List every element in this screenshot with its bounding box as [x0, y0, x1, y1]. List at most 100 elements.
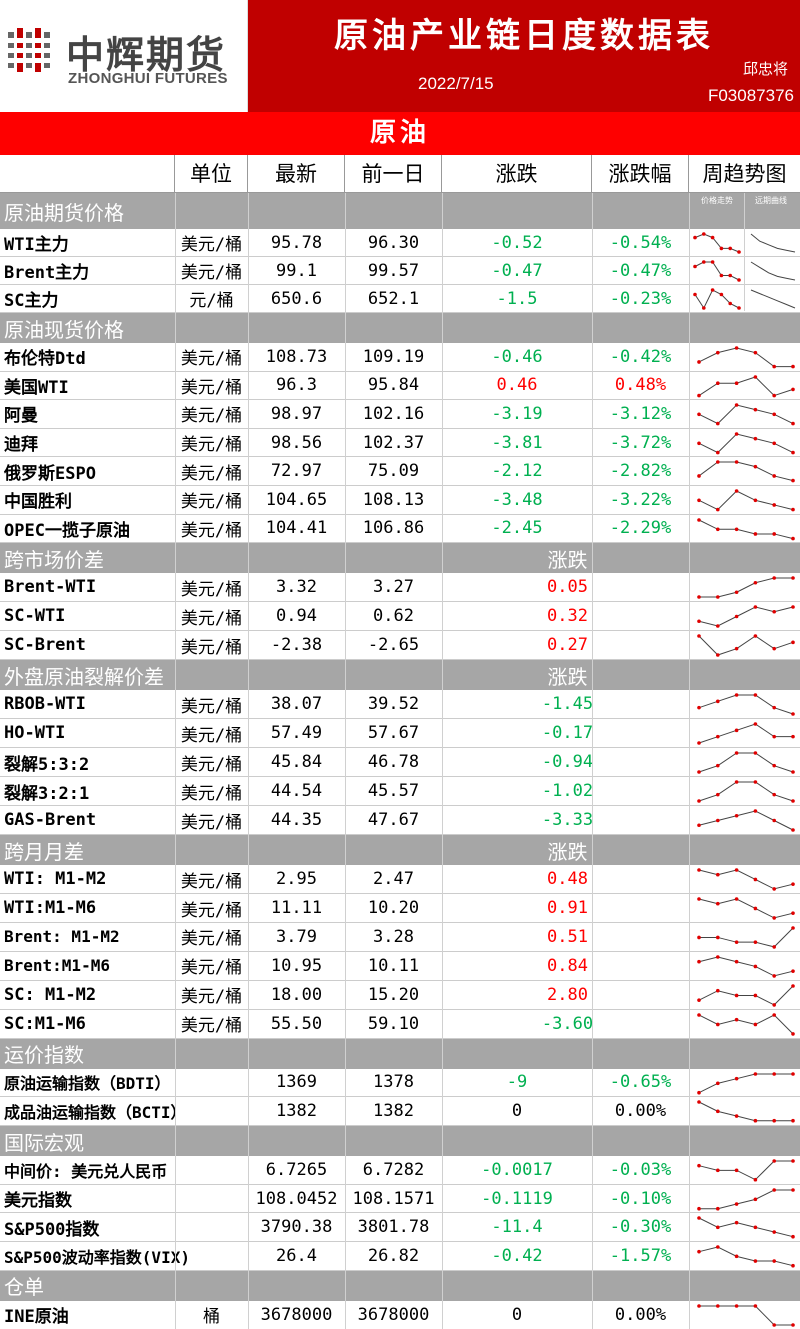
trend-point	[753, 374, 758, 379]
row-latest: 104.65	[265, 489, 328, 510]
row-unit: 美元/桶	[180, 263, 243, 283]
column-divider	[592, 193, 593, 1329]
trend-point	[753, 1197, 758, 1201]
row-name: S&P500指数	[4, 1219, 100, 1240]
trend-line	[698, 606, 794, 627]
column-divider	[175, 193, 176, 1329]
trend-line	[698, 1217, 794, 1238]
trend-point	[734, 460, 739, 465]
trend-point	[697, 1090, 701, 1095]
row-prev: 6.7282	[362, 1159, 425, 1180]
trend-line	[750, 261, 796, 281]
row-pct: -0.23%	[609, 288, 672, 309]
trend-point	[697, 897, 701, 901]
trend-line	[698, 635, 794, 656]
trend-point	[716, 764, 720, 768]
weekly-trend-chart	[697, 1100, 795, 1123]
section-header: 国际宏观	[0, 1126, 800, 1156]
row-prev: 47.67	[367, 810, 420, 831]
trend-point	[716, 988, 720, 993]
row-prev: 102.16	[362, 403, 425, 424]
section-title: 原油	[0, 112, 800, 155]
weekly-trend-chart	[697, 693, 795, 716]
trend-point	[697, 1206, 701, 1211]
weekly-trend-chart	[697, 1159, 795, 1182]
trend-point	[753, 634, 758, 638]
trend-point	[772, 441, 776, 445]
trend-point	[734, 940, 739, 944]
trend-point	[697, 412, 701, 417]
row-prev: 0.62	[373, 606, 414, 627]
trend-point	[734, 380, 739, 385]
row-latest: 6.7265	[265, 1159, 328, 1180]
row-prev: 10.11	[367, 955, 420, 976]
far-curve-chart	[750, 289, 796, 309]
trend-point	[716, 380, 720, 385]
section-header: 原油期货价格 价格走势 远期曲线	[0, 193, 800, 229]
table-row: 阿曼 美元/桶 98.97 102.16 -3.19 -3.12%	[0, 400, 800, 429]
trend-point	[734, 868, 739, 872]
row-latest: 650.6	[270, 288, 323, 309]
trend-point	[753, 1177, 758, 1182]
row-latest: 2.95	[276, 869, 317, 890]
section-label: 仓单	[4, 1275, 44, 1300]
table-row: 迪拜 美元/桶 98.56 102.37 -3.81 -3.72%	[0, 429, 800, 458]
table-row: SC-WTI 美元/桶 0.94 0.62 0.32	[0, 602, 800, 632]
weekly-trend-chart	[693, 288, 741, 310]
column-latest: 最新	[248, 155, 345, 193]
row-prev: 39.52	[367, 694, 420, 715]
trend-point	[716, 1168, 720, 1173]
row-latest: 55.50	[270, 1013, 323, 1034]
trend-point	[734, 1168, 739, 1173]
trend-point	[710, 288, 715, 292]
weekly-trend-chart	[697, 809, 795, 832]
table-row: 中间价: 美元兑人民币 6.7265 6.7282 -0.0017 -0.03%	[0, 1156, 800, 1185]
row-latest: 96.3	[276, 375, 317, 396]
trend-point	[753, 408, 758, 412]
row-name: 成品油运输指数（BCTI）	[4, 1103, 187, 1123]
trend-point	[734, 590, 739, 595]
trend-point	[753, 940, 758, 944]
trend-point	[753, 693, 758, 697]
row-change: -2.12	[491, 461, 543, 482]
trend-point	[716, 460, 720, 465]
section-header: 运价指数	[0, 1038, 800, 1069]
row-change: 0.51	[547, 926, 588, 947]
section-change-header: 涨跌	[547, 547, 588, 572]
trend-point	[791, 605, 795, 609]
row-prev: 108.13	[362, 489, 425, 510]
trend-point	[716, 873, 720, 877]
weekly-trend-chart	[697, 517, 795, 540]
trend-point	[772, 945, 776, 949]
trend-point	[772, 412, 776, 417]
trend-point	[716, 1225, 720, 1230]
row-unit: 美元/桶	[180, 377, 243, 398]
row-latest: 98.56	[270, 432, 323, 453]
row-prev: 3.27	[373, 577, 414, 598]
section-label: 跨月月差	[4, 839, 84, 864]
trend-line	[698, 1160, 793, 1181]
row-unit: 美元/桶	[180, 520, 243, 541]
trend-line	[698, 1014, 794, 1034]
trend-point	[734, 1254, 739, 1259]
row-name: 裂解3:2:1	[4, 783, 90, 804]
trend-line	[699, 577, 793, 598]
trend-point	[697, 823, 701, 828]
trend-point	[737, 250, 741, 254]
trend-point	[753, 1119, 758, 1123]
mini-divider	[744, 193, 745, 311]
row-latest: 45.84	[270, 752, 323, 773]
weekly-trend-chart	[697, 489, 795, 512]
trend-point	[772, 706, 776, 710]
row-unit: 美元/桶	[180, 579, 243, 600]
trend-point	[791, 1071, 795, 1076]
trend-point	[697, 360, 701, 364]
weekly-trend-chart	[697, 1303, 795, 1327]
trend-point	[734, 527, 739, 531]
trend-point	[753, 993, 758, 998]
trend-point	[791, 735, 795, 739]
weekly-trend-chart	[697, 1187, 795, 1211]
row-pct: -2.82%	[609, 461, 672, 482]
row-pct: -3.72%	[609, 432, 672, 453]
trend-point	[734, 346, 739, 350]
